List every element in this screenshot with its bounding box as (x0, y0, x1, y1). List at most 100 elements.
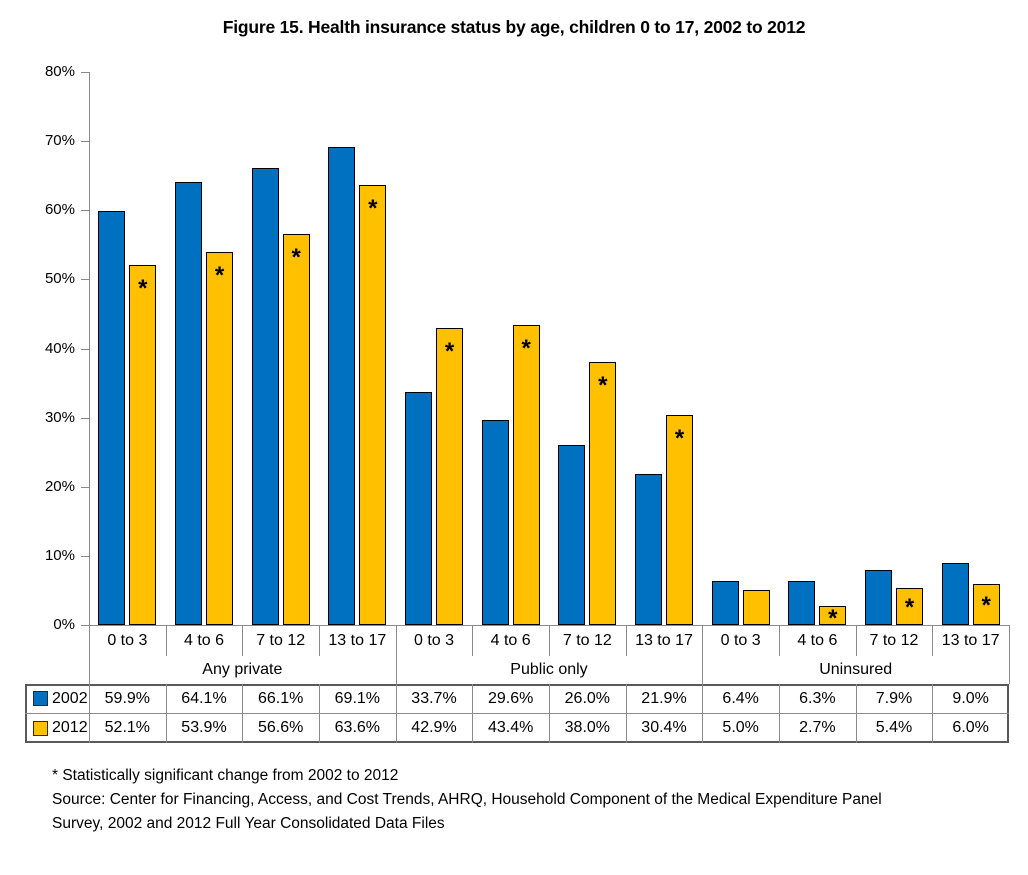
y-axis-tick (81, 348, 89, 350)
significance-asterisk: * (291, 243, 301, 271)
table-separator (702, 625, 704, 684)
legend-label: 2012 (52, 719, 88, 736)
bar-2002 (865, 570, 892, 625)
legend-item-2002: 2002 (27, 684, 89, 713)
table-value: 42.9% (411, 719, 457, 736)
y-axis-tick (81, 417, 89, 419)
significance-asterisk: * (521, 335, 531, 362)
table-separator (472, 684, 474, 743)
y-axis-label: 30% (44, 408, 75, 426)
y-axis-tick (81, 72, 89, 73)
age-label: 4 to 6 (490, 632, 531, 649)
table-separator (395, 684, 397, 743)
table-value: 21.9% (641, 689, 687, 707)
table-separator (549, 625, 550, 656)
bar-2002 (175, 181, 202, 625)
table-value: 2.7% (799, 719, 836, 736)
bar-2002 (481, 420, 509, 625)
significance-asterisk: * (828, 604, 838, 632)
table-value: 9.0% (952, 689, 989, 707)
table-value: 66.1% (257, 689, 304, 707)
y-axis-tick (81, 625, 89, 626)
legend-label: 2002 (52, 689, 88, 707)
bar-2012 (819, 606, 847, 625)
table-separator (855, 684, 857, 743)
significance-asterisk: * (444, 338, 455, 366)
table-value: 5.4% (875, 719, 913, 736)
age-label: 7 to 12 (869, 632, 919, 649)
bar-2012 (972, 583, 1000, 625)
table-separator (165, 684, 167, 743)
y-axis-label: 40% (44, 339, 75, 357)
y-axis-label: 50% (44, 270, 75, 288)
group-label: Uninsured (819, 661, 893, 678)
table-value: 30.4% (641, 719, 687, 736)
table-value: 38.0% (564, 719, 611, 736)
table-value: 33.7% (411, 689, 457, 707)
table-separator (242, 625, 244, 656)
bar-2012 (589, 362, 617, 625)
y-axis-label: 20% (44, 477, 75, 495)
age-label: 4 to 6 (183, 632, 224, 649)
significance-asterisk: * (368, 195, 378, 223)
table-separator (472, 625, 474, 656)
footnote-source-line2: Survey, 2002 and 2012 Full Year Consolid… (52, 815, 445, 832)
y-axis-label: 70% (44, 132, 75, 150)
table-separator (242, 684, 244, 743)
table-value: 43.4% (487, 719, 534, 736)
table-value: 7.9% (875, 689, 913, 707)
bar-2012 (896, 587, 923, 625)
table-value: 5.0% (722, 719, 759, 736)
table-value: 56.6% (257, 719, 304, 736)
y-axis-tick (81, 279, 89, 281)
footnote-significance: * Statistically significant change from … (52, 767, 399, 784)
significance-asterisk: * (598, 372, 608, 400)
significance-asterisk: * (981, 592, 991, 620)
table-separator (1009, 625, 1010, 684)
table-separator (165, 625, 167, 656)
table-value: 6.0% (952, 719, 989, 736)
age-label: 13 to 17 (328, 632, 387, 649)
table-separator (702, 684, 704, 743)
y-axis-label: 80% (44, 63, 75, 80)
y-axis-label: 0% (53, 616, 75, 633)
age-label: 0 to 3 (720, 632, 761, 649)
bar-2012 (512, 325, 540, 625)
table-value: 6.3% (799, 689, 836, 707)
table-separator (625, 625, 627, 656)
bar-2002 (788, 581, 816, 625)
table-value: 53.9% (181, 719, 227, 736)
bar-2002 (711, 580, 739, 625)
age-label: 0 to 3 (107, 632, 148, 649)
table-separator (855, 625, 857, 656)
group-label: Any private (202, 661, 283, 678)
table-value: 52.1% (104, 719, 151, 736)
age-label: 7 to 12 (256, 632, 306, 649)
y-axis-line (89, 72, 90, 625)
y-axis-tick (81, 210, 89, 212)
y-axis-tick (81, 141, 89, 143)
table-row-divider (25, 713, 1009, 714)
bar-2002 (251, 168, 279, 625)
table-value: 69.1% (334, 689, 381, 707)
table-value: 26.0% (564, 689, 611, 707)
significance-asterisk: * (904, 594, 915, 622)
bar-2012 (282, 233, 310, 625)
legend-swatch-2002 (33, 691, 48, 706)
table-separator (319, 625, 320, 656)
table-separator (549, 684, 550, 743)
table-separator (779, 684, 780, 743)
age-label: 13 to 17 (941, 632, 1000, 649)
group-label: Public only (510, 661, 588, 678)
bar-2002 (405, 392, 432, 625)
age-label: 13 to 17 (635, 632, 693, 649)
legend-item-2012: 2012 (27, 713, 89, 743)
age-label: 0 to 3 (413, 632, 454, 649)
bar-2012 (742, 590, 770, 625)
footnote-source-line1: Source: Center for Financing, Access, an… (52, 791, 882, 808)
table-value: 63.6% (334, 719, 381, 736)
table-separator (625, 684, 627, 743)
significance-asterisk: * (138, 274, 148, 302)
